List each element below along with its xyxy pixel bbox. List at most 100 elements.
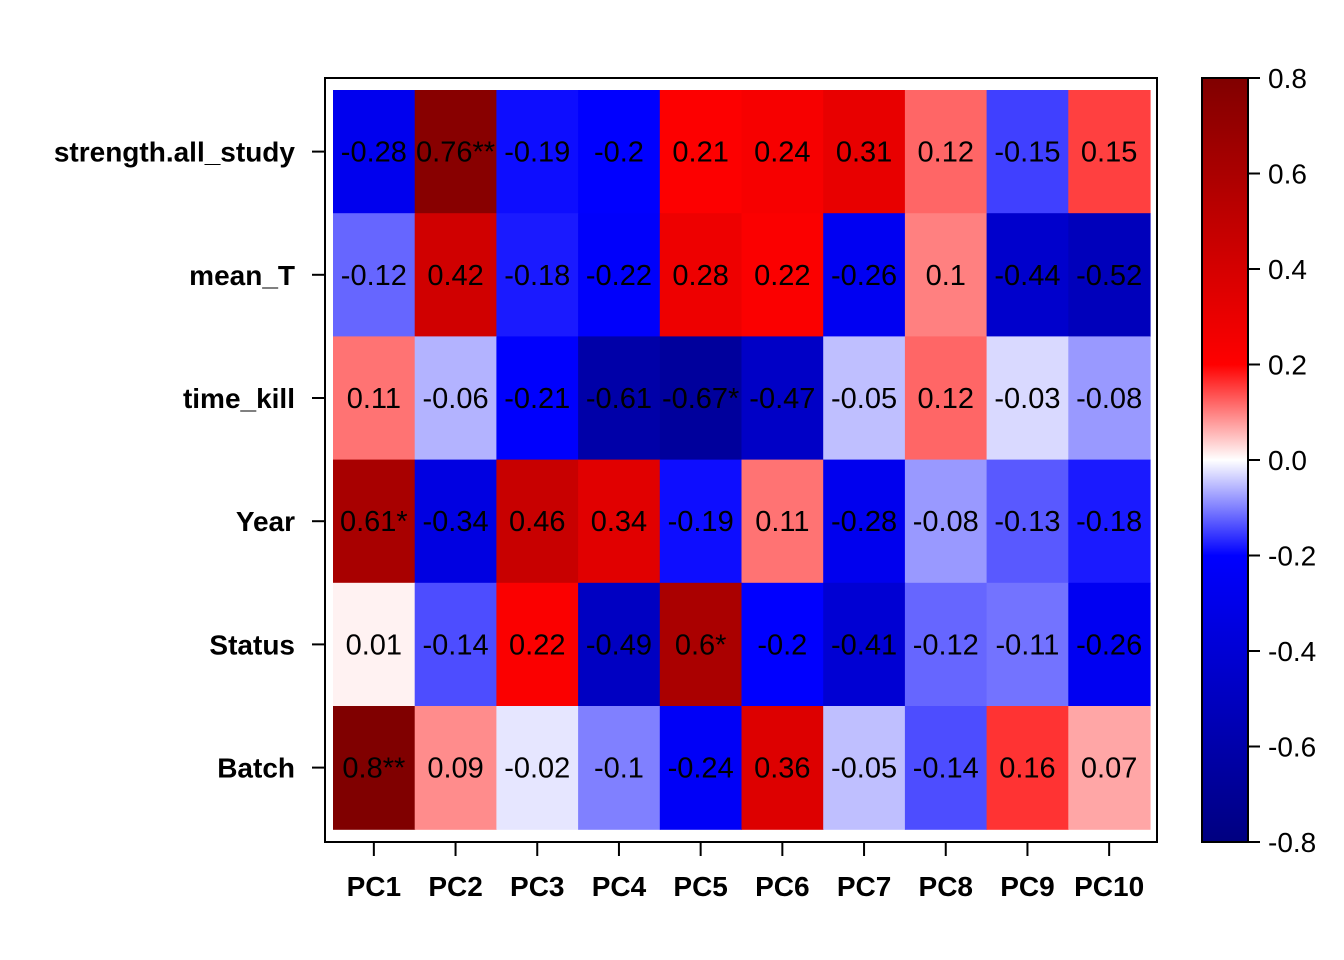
x-tick-label: PC2 (428, 871, 482, 902)
cell-value-label: 0.46 (509, 506, 565, 538)
cell-value-label: 0.61* (340, 506, 408, 538)
y-tick-label: Batch (217, 753, 295, 784)
x-tick-label: PC5 (673, 871, 727, 902)
heatmap-cell (986, 213, 1069, 337)
heatmap-cell (659, 90, 743, 214)
y-tick-label: Status (209, 629, 295, 660)
y-axis: strength.all_study mean_T time_kill Year Sta… (54, 137, 325, 784)
cell-value-label: -0.08 (913, 506, 979, 538)
colorbar-gradient (1201, 77, 1249, 843)
cell-value-label: 0.12 (918, 137, 974, 169)
cell-value-label: -0.67* (662, 383, 739, 415)
cell-value-label: 0.76** (416, 137, 495, 169)
x-tick-label: PC9 (1000, 871, 1054, 902)
heatmap-cell (578, 706, 661, 830)
heatmap-cell (904, 336, 988, 461)
y-tick-label: mean_T (189, 260, 295, 291)
cell-value-label: 0.28 (672, 260, 728, 292)
cell-value-label: -0.24 (668, 753, 734, 785)
cell-value-label: -0.26 (1076, 629, 1142, 661)
heatmap-cell (496, 706, 579, 830)
heatmap-cell (578, 459, 661, 584)
heatmap-cell (986, 706, 1069, 830)
heatmap-cell (904, 90, 988, 214)
heatmap-cell (333, 582, 416, 707)
colorbar-tick-label: -0.2 (1268, 541, 1316, 572)
heatmap-cell (741, 459, 824, 584)
heatmap-cell (904, 706, 988, 830)
cell-value-label: -0.12 (913, 629, 979, 661)
heatmap-cell (823, 706, 906, 830)
x-tick-label: PC1 (347, 871, 401, 902)
cell-value-label: -0.14 (913, 753, 979, 785)
colorbar-tick-label: 0.2 (1268, 350, 1307, 381)
x-tick-label: PC8 (919, 871, 973, 902)
cell-value-label: 0.6* (675, 629, 727, 661)
colorbar-tick-label: -0.6 (1268, 732, 1316, 763)
heatmap-cell (496, 90, 579, 214)
heatmap-cell (578, 336, 661, 461)
heatmap-cell (496, 582, 579, 707)
cell-value-label: -0.08 (1076, 383, 1142, 415)
cell-value-label: -0.18 (1076, 506, 1142, 538)
cell-value-label: -0.21 (504, 383, 570, 415)
cell-value-label: -0.06 (422, 383, 488, 415)
cell-value-label: -0.22 (586, 260, 652, 292)
cell-value-label: -0.18 (504, 260, 570, 292)
cell-value-label: 0.21 (672, 137, 728, 169)
heatmap-cell (333, 706, 416, 830)
colorbar-tick-label: 0.6 (1268, 159, 1307, 190)
colorbar-tick-label: 0.4 (1268, 254, 1307, 285)
cell-value-label: -0.19 (668, 506, 734, 538)
cell-value-label: 0.42 (427, 260, 483, 292)
cell-value-label: 0.09 (427, 753, 483, 785)
cell-value-label: -0.05 (831, 383, 897, 415)
cell-value-label: -0.61 (586, 383, 652, 415)
heatmap-cell (741, 582, 824, 707)
cell-value-label: -0.14 (422, 629, 488, 661)
heatmap-cell (333, 336, 416, 461)
heatmap-cell (823, 336, 906, 461)
x-tick-label: PC7 (837, 871, 891, 902)
heatmap-cell (414, 582, 497, 707)
heatmap-cell (741, 90, 824, 214)
cell-value-label: 0.8** (342, 753, 405, 785)
cell-value-label: 0.07 (1081, 753, 1137, 785)
heatmap-cell (659, 706, 743, 830)
cell-value-label: 0.1 (926, 260, 966, 292)
heatmap-cell (741, 213, 824, 337)
cell-value-label: 0.11 (347, 383, 401, 415)
cell-value-label: -0.28 (831, 506, 897, 538)
cell-value-label: 0.36 (754, 753, 810, 785)
cell-value-label: -0.19 (504, 137, 570, 169)
cell-value-label: 0.24 (754, 137, 810, 169)
cell-value-label: 0.16 (999, 753, 1055, 785)
heatmap-cell (578, 90, 661, 214)
heatmap-cell (1068, 459, 1151, 584)
heatmap-cell (823, 213, 906, 337)
cell-value-label: -0.49 (586, 629, 652, 661)
cell-value-label: -0.12 (341, 260, 407, 292)
cell-value-label: -0.05 (831, 753, 897, 785)
heatmap-cell (414, 213, 497, 337)
heatmap-cell (1068, 90, 1151, 214)
cell-value-label: 0.22 (754, 260, 810, 292)
colorbar-tick-label: 0.0 (1268, 445, 1307, 476)
heatmap-cell (333, 90, 416, 214)
cell-value-label: -0.44 (994, 260, 1060, 292)
heatmap-cell (496, 459, 579, 584)
cell-value-label: 0.34 (591, 506, 647, 538)
cell-value-label: 0.15 (1081, 137, 1137, 169)
cell-value-label: 0.31 (836, 137, 892, 169)
heatmap-cell (414, 336, 497, 461)
x-tick-label: PC10 (1074, 871, 1144, 902)
cell-value-label: -0.1 (594, 753, 644, 785)
heatmap-cell (1068, 582, 1151, 707)
heatmap-cells: -0.28 0.76** -0.19 -0.2 0.21 0.24 0.31 0.12 -0.1… (333, 90, 1151, 830)
heatmap-cell (578, 213, 661, 337)
heatmap-cell (1068, 706, 1151, 830)
cell-value-label: -0.26 (831, 260, 897, 292)
cell-value-label: -0.41 (831, 629, 897, 661)
cell-value-label: 0.22 (509, 629, 565, 661)
heatmap-cell (823, 459, 906, 584)
